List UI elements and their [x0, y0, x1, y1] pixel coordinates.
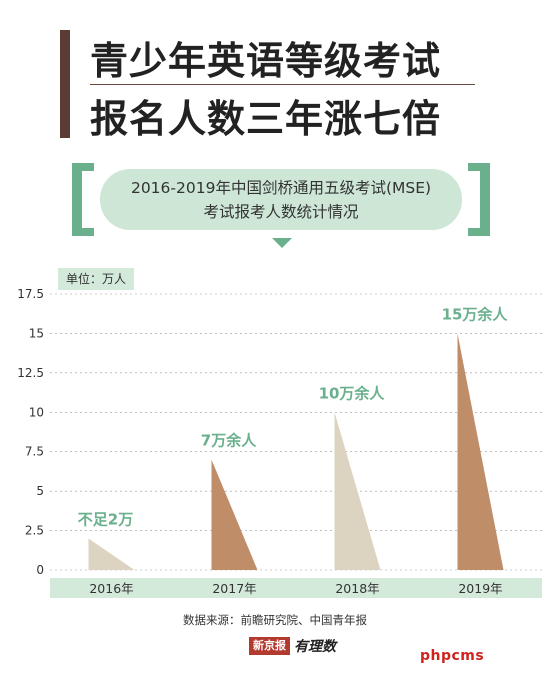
right-bracket-icon	[468, 163, 490, 236]
subtitle-line-1: 2016-2019年中国剑桥通用五级考试(MSE)	[130, 178, 432, 197]
y-tick-label: 15	[29, 326, 44, 340]
data-source: 数据来源：前瞻研究院、中国青年报	[183, 613, 367, 627]
publisher-logo: 新京报 有理数	[249, 636, 336, 656]
y-tick-label: 0	[36, 563, 44, 577]
x-tick-label: 2017年	[212, 581, 256, 596]
headline-line-1: 青少年英语等级考试	[90, 39, 442, 83]
subtitle-block: 2016-2019年中国剑桥通用五级考试(MSE) 考试报考人数统计情况	[72, 163, 490, 236]
y-tick-label: 7.5	[25, 445, 44, 459]
left-bracket-icon	[72, 163, 94, 236]
y-tick-label: 10	[29, 405, 44, 419]
data-label: 15万余人	[442, 305, 509, 323]
y-tick-label: 12.5	[17, 366, 44, 380]
data-label: 不足2万	[78, 510, 133, 528]
y-tick-label: 17.5	[17, 287, 44, 301]
data-label: 10万余人	[319, 384, 386, 402]
unit-label: 单位：万人	[58, 268, 135, 290]
bar-chart: 0 2.5 5 7.5 10 12.5 15 17.5 不足2万 2016年 7万余人 2017年 10…	[17, 287, 542, 598]
y-tick-label: 5	[36, 484, 44, 498]
logo-box: 新京报	[249, 637, 290, 655]
subtitle-pill: 2016-2019年中国剑桥通用五级考试(MSE) 考试报考人数统计情况	[100, 169, 462, 230]
headline-divider	[90, 84, 475, 85]
title-accent-bar	[60, 30, 70, 138]
y-tick-label: 2.5	[25, 524, 44, 538]
bar	[457, 333, 504, 570]
x-tick-label: 2019年	[458, 581, 502, 596]
x-tick-label: 2016年	[89, 581, 133, 596]
bar	[211, 459, 258, 570]
bar	[334, 412, 381, 570]
logo-script: 有理数	[294, 639, 336, 655]
data-label: 7万余人	[201, 432, 257, 450]
x-axis-band	[50, 578, 542, 598]
x-tick-label: 2018年	[335, 581, 379, 596]
subtitle-line-2: 考试报考人数统计情况	[203, 202, 359, 221]
headline-line-2: 报名人数三年涨七倍	[90, 97, 442, 141]
watermark: phpcms	[420, 648, 485, 664]
bar	[88, 538, 135, 570]
down-pointer-icon	[272, 238, 292, 248]
